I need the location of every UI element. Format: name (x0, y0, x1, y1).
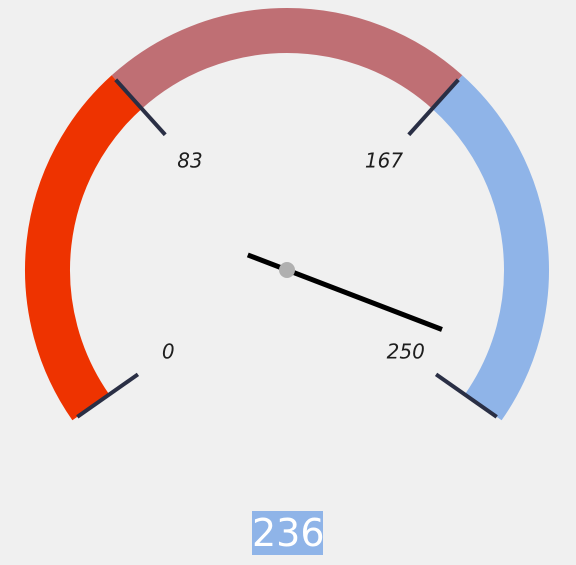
gauge-tick-250 (434, 372, 498, 419)
gauge-needle (246, 252, 443, 332)
gauge-tick-167 (407, 78, 460, 137)
gauge-value-readout: 236 (252, 511, 325, 555)
gauge-tick-label-167: 167 (365, 149, 403, 173)
gauge-band-1 (25, 75, 142, 421)
gauge-tick-label-83: 83 (177, 149, 202, 173)
gauge-tick-83 (114, 78, 167, 137)
gauge-hub (279, 262, 295, 278)
gauge-tick-label-0: 0 (162, 340, 175, 364)
gauge-band-3 (432, 75, 549, 421)
gauge-tick-0 (76, 372, 140, 419)
gauge-tick-label-250: 250 (387, 340, 425, 364)
gauge-band-2 (111, 8, 463, 109)
